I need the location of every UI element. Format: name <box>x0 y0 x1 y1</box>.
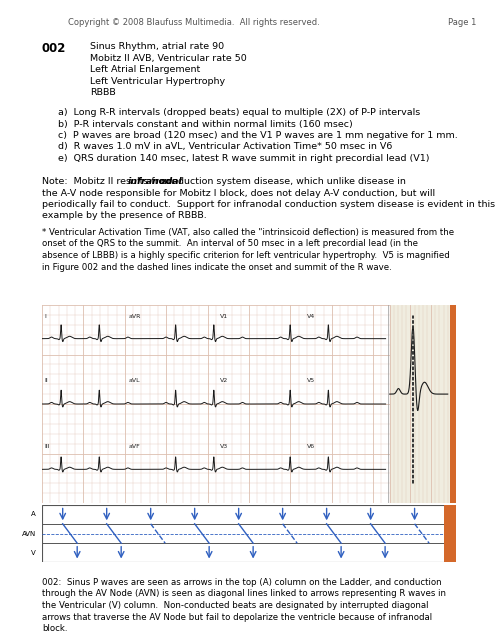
Text: I: I <box>44 314 46 319</box>
Text: Copyright © 2008 Blaufuss Multimedia.  All rights reserved.: Copyright © 2008 Blaufuss Multimedia. Al… <box>68 18 320 27</box>
Text: the Ventricular (V) column.  Non-conducted beats are designated by interrupted d: the Ventricular (V) column. Non-conducte… <box>42 601 429 610</box>
Text: periodically fail to conduct.  Support for infranodal conduction system disease : periodically fail to conduct. Support fo… <box>42 200 495 209</box>
Text: absence of LBBB) is a highly specific criterion for left ventricular hypertrophy: absence of LBBB) is a highly specific cr… <box>42 251 450 260</box>
Text: d)  R waves 1.0 mV in aVL, Ventricular Activation Time* 50 msec in V6: d) R waves 1.0 mV in aVL, Ventricular Ac… <box>58 143 393 152</box>
Text: Page 1: Page 1 <box>447 18 476 27</box>
Text: V4: V4 <box>307 314 315 319</box>
Text: aVL: aVL <box>129 378 141 383</box>
Text: through the AV Node (AVN) is seen as diagonal lines linked to arrows representin: through the AV Node (AVN) is seen as dia… <box>42 589 446 598</box>
Text: example by the presence of RBBB.: example by the presence of RBBB. <box>42 211 207 221</box>
Text: infranodal: infranodal <box>128 177 183 186</box>
Text: c)  P waves are broad (120 msec) and the V1 P waves are 1 mm negative for 1 mm.: c) P waves are broad (120 msec) and the … <box>58 131 458 140</box>
Bar <box>450 305 456 503</box>
Text: V1: V1 <box>220 314 228 319</box>
Text: Mobitz II AVB, Ventricular rate 50: Mobitz II AVB, Ventricular rate 50 <box>90 54 247 63</box>
Bar <box>444 505 456 562</box>
Text: the A-V node responsible for Mobitz I block, does not delay A-V conduction, but : the A-V node responsible for Mobitz I bl… <box>42 189 435 198</box>
Text: e)  QRS duration 140 msec, latest R wave summit in right precordial lead (V1): e) QRS duration 140 msec, latest R wave … <box>58 154 430 163</box>
Text: Note:  Mobitz II results from: Note: Mobitz II results from <box>42 177 177 186</box>
Text: b)  P-R intervals constant and within normal limits (160 msec): b) P-R intervals constant and within nor… <box>58 120 353 129</box>
Text: V5: V5 <box>307 378 315 383</box>
Text: V6: V6 <box>307 444 315 449</box>
Text: arrows that traverse the AV Node but fail to depolarize the ventricle because of: arrows that traverse the AV Node but fai… <box>42 612 432 621</box>
Text: in Figure 002 and the dashed lines indicate the onset and summit of the R wave.: in Figure 002 and the dashed lines indic… <box>42 262 392 271</box>
Text: Sinus Rhythm, atrial rate 90: Sinus Rhythm, atrial rate 90 <box>90 42 224 51</box>
Text: RBBB: RBBB <box>90 88 116 97</box>
Text: A: A <box>31 511 36 517</box>
Text: III: III <box>44 444 50 449</box>
Text: V3: V3 <box>220 444 228 449</box>
Text: block.: block. <box>42 624 67 633</box>
Text: * Ventricular Activation Time (VAT, also called the "intrinsicoid deflection) is: * Ventricular Activation Time (VAT, also… <box>42 228 454 237</box>
Text: V: V <box>31 550 36 556</box>
Text: II: II <box>44 378 48 383</box>
Text: AVN: AVN <box>22 531 36 536</box>
Text: onset of the QRS to the summit.  An interval of 50 msec in a left precordial lea: onset of the QRS to the summit. An inter… <box>42 239 418 248</box>
Text: conduction system disease, which unlike disease in: conduction system disease, which unlike … <box>158 177 406 186</box>
Text: 002:  Sinus P waves are seen as arrows in the top (A) column on the Ladder, and : 002: Sinus P waves are seen as arrows in… <box>42 578 442 587</box>
Text: V2: V2 <box>220 378 228 383</box>
Text: aVR: aVR <box>129 314 141 319</box>
Text: 002: 002 <box>42 42 66 55</box>
Text: Left Ventricular Hypertrophy: Left Ventricular Hypertrophy <box>90 77 225 86</box>
Text: a)  Long R-R intervals (dropped beats) equal to multiple (2X) of P-P intervals: a) Long R-R intervals (dropped beats) eq… <box>58 108 420 117</box>
Text: aVF: aVF <box>129 444 141 449</box>
Text: Left Atrial Enlargement: Left Atrial Enlargement <box>90 65 200 74</box>
Bar <box>390 305 456 503</box>
